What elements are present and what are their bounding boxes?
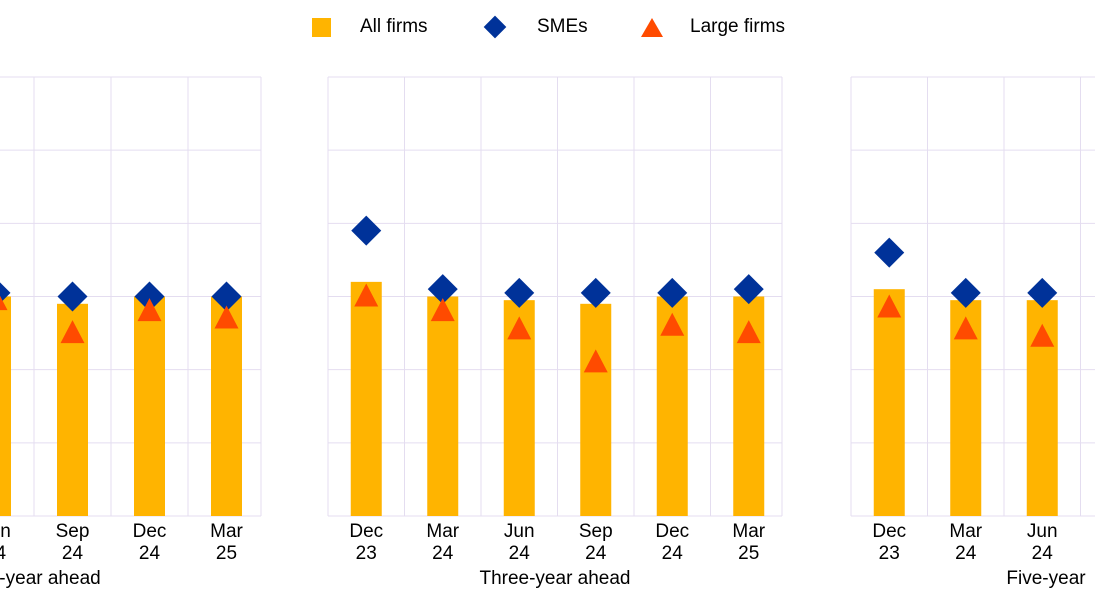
tick-label: 24 [662,543,684,564]
legend-item-large-firms: Large firms [641,12,785,42]
marker-large-firms [60,320,85,344]
marker-large-firms [430,298,455,322]
tick-label: Dec [872,521,906,542]
tick-label: Sep [579,521,613,542]
marker-smes [0,282,11,304]
tick-label: Mar [732,521,765,542]
marker-smes [874,237,905,268]
panel-label: -year ahead [0,568,101,589]
bar-all-firms [580,303,612,516]
marker-smes [504,277,535,308]
tick-label: Dec [349,521,383,542]
marker-large-firms [736,320,761,344]
tick-label: 25 [216,543,237,564]
tick-label: 24 [62,543,84,564]
marker-smes [351,215,382,246]
legend: All firms SMEs Large firms [0,12,1095,42]
legend-item-all-firms: All firms [312,12,428,42]
marker-smes [733,274,764,305]
tick-label: Mar [426,521,459,542]
tick-label: 24 [139,543,161,564]
tick-label: 24 [955,543,977,564]
marker-large-firms [660,312,685,336]
tick-label: 24 [1032,543,1054,564]
marker-large-firms [507,316,532,340]
marker-large-firms [137,298,162,322]
marker-smes [950,277,981,308]
marker-smes [580,277,611,308]
marker-smes [1027,277,1058,308]
tick-label: 23 [356,543,377,564]
bar-all-firms [350,281,382,516]
legend-label-smes: SMEs [537,16,588,37]
legend-label-large-firms: Large firms [690,16,786,37]
bar-all-firms [427,296,459,516]
bar-all-firms [211,296,242,516]
marker-smes [657,277,688,308]
bar-all-firms [873,289,905,516]
marker-large-firms [583,349,608,373]
tick-label: Sep [56,521,90,542]
tick-label: Jun [504,521,535,542]
marker-large-firms [214,305,239,329]
bar-all-firms [0,296,11,516]
tick-label: 24 [0,543,6,564]
tick-label: Jun [0,521,11,542]
large-firms-triangle-icon [641,17,663,37]
marker-smes [134,281,165,312]
tick-label: 25 [738,543,759,564]
tick-label: Jun [1027,521,1058,542]
marker-smes [211,281,242,312]
marker-large-firms [1030,323,1055,347]
tick-label: 24 [432,543,454,564]
tick-label: Dec [133,521,167,542]
tick-label: Dec [655,521,689,542]
panel-label: Five-year [1006,568,1086,589]
legend-item-smes: SMEs [483,12,588,42]
tick-label: 24 [585,543,607,564]
panel-label: Three-year ahead [479,568,630,589]
marker-smes [57,281,88,312]
marker-smes [427,274,458,305]
all-firms-swatch-icon [312,17,331,37]
marker-large-firms [0,295,8,311]
tick-label: 23 [879,543,900,564]
tick-label: Mar [949,521,982,542]
tick-label: 24 [509,543,531,564]
tick-label: Mar [210,521,243,542]
marker-large-firms [877,294,902,318]
marker-large-firms [354,283,379,307]
legend-label-all-firms: All firms [360,16,428,37]
bar-all-firms [134,296,165,516]
marker-large-firms [953,316,978,340]
